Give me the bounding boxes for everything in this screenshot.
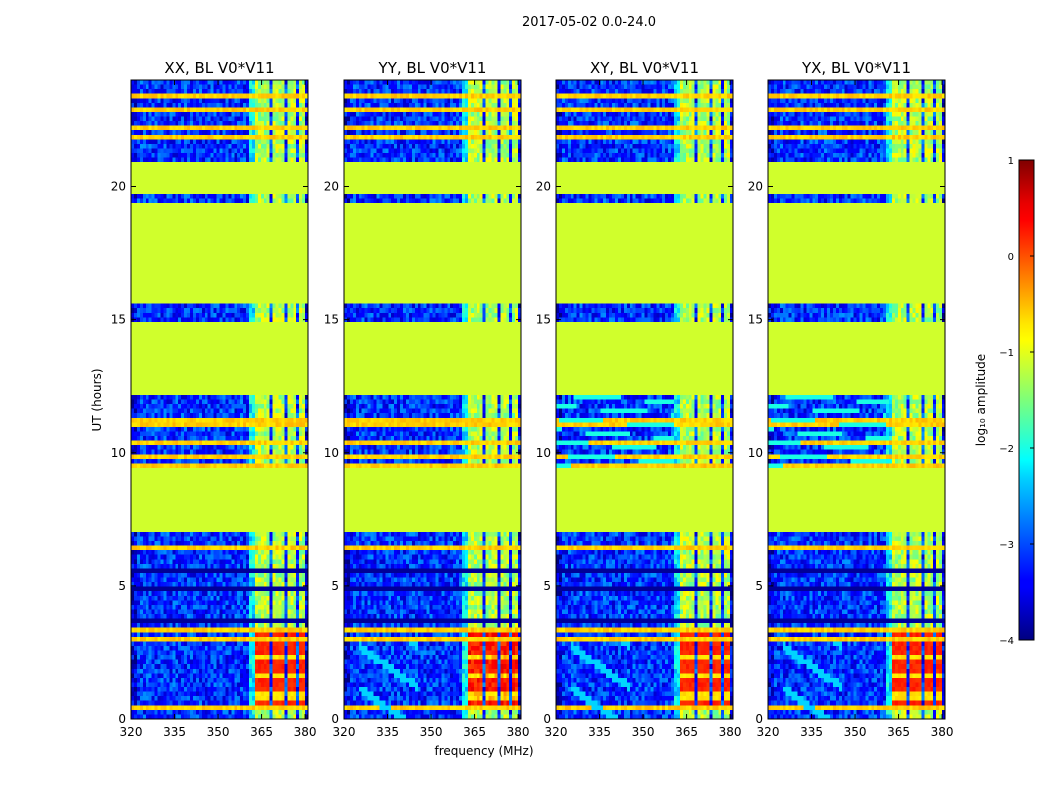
y-tick-label: 10 — [111, 446, 126, 460]
x-tick-label: 365 — [675, 725, 698, 739]
y-tick-label: 5 — [755, 579, 763, 593]
y-tick-label: 20 — [324, 180, 339, 194]
panel-xy: XY, BL V0*V11 320 335 350 365 380 0 5 10 15 20 — [536, 59, 742, 739]
panel-frame — [343, 79, 522, 720]
colorbar-tick-label: −1 — [999, 348, 1014, 359]
panel-yx: YX, BL V0*V11 320 335 350 365 380 0 5 10 15 20 — [748, 59, 954, 739]
y-tick-label: 5 — [331, 579, 339, 593]
x-tick-label: 320 — [545, 725, 568, 739]
y-tick-label: 5 — [543, 579, 551, 593]
x-tick-label: 380 — [507, 725, 530, 739]
x-axis-label: frequency (MHz) — [434, 744, 533, 758]
heatmap-image — [344, 80, 521, 719]
x-tick-label: 380 — [294, 725, 317, 739]
colorbar: 1 0 −1 −2 −3 −4 log₁₀ amplitude — [974, 156, 1035, 647]
y-tick-label: 15 — [111, 313, 126, 327]
y-tick-label: 15 — [748, 313, 763, 327]
panel-xx: XX, BL V0*V11 320 335 350 365 380 0 5 10 15 20 — [111, 59, 317, 739]
panel-frame — [767, 79, 946, 720]
colorbar-tick-label: −2 — [999, 444, 1014, 455]
panel-frame — [130, 79, 309, 720]
y-tick-label: 10 — [536, 446, 551, 460]
colorbar-tick-label: 0 — [1008, 252, 1014, 263]
figure-suptitle: 2017-05-02 0.0-24.0 — [522, 15, 656, 30]
y-tick-label: 20 — [111, 180, 126, 194]
y-tick-label: 20 — [748, 180, 763, 194]
colorbar-gradient — [1018, 159, 1035, 641]
y-tick-label: 0 — [331, 712, 339, 726]
x-tick-label: 335 — [588, 725, 611, 739]
colorbar-tick-label: −4 — [999, 636, 1014, 647]
y-tick-label: 0 — [118, 712, 126, 726]
x-tick-label: 350 — [420, 725, 443, 739]
heatmap-image — [556, 80, 733, 719]
y-tick-label: 0 — [543, 712, 551, 726]
x-tick-label: 320 — [120, 725, 143, 739]
x-tick-label: 350 — [844, 725, 867, 739]
x-tick-label: 335 — [376, 725, 399, 739]
colorbar-tick-label: 1 — [1008, 156, 1014, 167]
y-tick-label: 15 — [536, 313, 551, 327]
x-tick-label: 350 — [632, 725, 655, 739]
x-tick-label: 335 — [163, 725, 186, 739]
panel-title: XX, BL V0*V11 — [164, 59, 274, 77]
y-axis-label: UT (hours) — [90, 368, 104, 431]
colorbar-tick-label: −3 — [999, 540, 1014, 551]
x-tick-label: 365 — [250, 725, 273, 739]
y-tick-label: 15 — [324, 313, 339, 327]
x-tick-label: 335 — [800, 725, 823, 739]
x-tick-label: 320 — [757, 725, 780, 739]
panel-title: YX, BL V0*V11 — [801, 59, 911, 77]
x-tick-label: 380 — [931, 725, 954, 739]
y-tick-label: 5 — [118, 579, 126, 593]
panel-yy: YY, BL V0*V11 320 335 350 365 380 0 5 10 15 20 — [324, 59, 530, 739]
y-tick-label: 10 — [748, 446, 763, 460]
x-tick-label: 380 — [719, 725, 742, 739]
panel-title: YY, BL V0*V11 — [378, 59, 487, 77]
x-tick-label: 320 — [333, 725, 356, 739]
panel-title: XY, BL V0*V11 — [590, 59, 699, 77]
x-tick-label: 365 — [887, 725, 910, 739]
heatmap-image — [131, 80, 308, 719]
panel-frame — [555, 79, 734, 720]
x-tick-label: 365 — [463, 725, 486, 739]
x-tick-label: 350 — [207, 725, 230, 739]
y-tick-label: 10 — [324, 446, 339, 460]
heatmap-image — [768, 80, 945, 719]
y-tick-label: 20 — [536, 180, 551, 194]
y-tick-label: 0 — [755, 712, 763, 726]
colorbar-ticks: 1 0 −1 −2 −3 −4 — [999, 156, 1034, 647]
colorbar-label: log₁₀ amplitude — [974, 354, 988, 446]
